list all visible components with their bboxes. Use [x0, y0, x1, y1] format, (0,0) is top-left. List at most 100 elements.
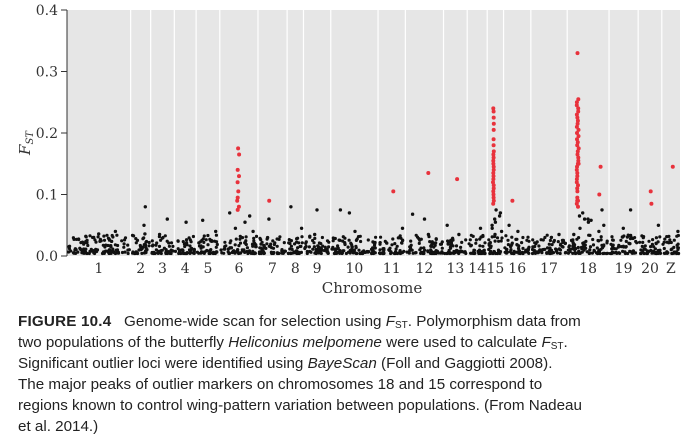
outlier-point [491, 192, 496, 197]
data-point [391, 237, 395, 241]
data-point [223, 247, 227, 251]
data-point [251, 229, 255, 234]
data-point [440, 250, 444, 254]
data-point [229, 246, 234, 250]
data-point [98, 237, 102, 241]
outlier-point [576, 109, 581, 114]
data-point [395, 244, 399, 248]
outlier-point [670, 164, 675, 169]
data-point [295, 251, 299, 256]
x-tick-label: 17 [540, 261, 558, 277]
data-point [208, 249, 212, 253]
outlier-point [574, 177, 579, 182]
outlier-point [236, 204, 241, 209]
data-point [499, 239, 503, 243]
data-point [371, 240, 375, 244]
data-point [540, 251, 544, 255]
data-point [531, 245, 535, 249]
data-point [321, 244, 325, 248]
data-point [602, 223, 606, 227]
data-point [344, 251, 348, 256]
data-point [550, 243, 554, 247]
data-point [591, 237, 595, 242]
data-point [252, 236, 256, 240]
outlier-point [575, 152, 580, 157]
data-point [483, 251, 487, 256]
data-point [493, 232, 497, 237]
outlier-point [491, 164, 496, 169]
outlier-point [391, 189, 396, 194]
outlier-point [237, 174, 241, 179]
caption-fst-symbol: F [541, 334, 551, 351]
data-point [289, 239, 293, 243]
data-point [387, 248, 391, 252]
outlier-point [491, 158, 496, 163]
data-point [240, 236, 245, 240]
data-point [430, 240, 434, 244]
data-point [250, 242, 255, 246]
data-point [619, 238, 623, 242]
data-point [313, 232, 317, 237]
x-tick-label: 18 [579, 261, 597, 277]
data-point [521, 246, 525, 250]
outlier-point [576, 127, 581, 132]
data-point [599, 238, 603, 242]
data-point [640, 244, 644, 248]
data-point [543, 247, 547, 251]
data-point [506, 243, 510, 247]
data-point [120, 250, 125, 255]
data-point [103, 245, 107, 249]
data-point [494, 208, 498, 212]
data-point [210, 251, 214, 255]
data-point [238, 237, 242, 241]
data-point [317, 251, 321, 255]
outlier-point [235, 207, 240, 212]
data-point [673, 251, 677, 255]
outlier-point [575, 118, 580, 123]
caption-text: Genome-wide scan for selection using [124, 313, 386, 330]
data-point [245, 246, 249, 250]
outlier-point [576, 158, 581, 163]
data-point [600, 246, 605, 250]
data-point [500, 236, 504, 240]
data-point [623, 250, 627, 254]
data-point [162, 246, 166, 250]
data-point [540, 248, 544, 252]
data-point [628, 208, 633, 212]
data-point [654, 236, 659, 240]
data-point [157, 232, 162, 237]
data-point [595, 251, 600, 256]
data-point [587, 251, 591, 256]
data-point [661, 242, 665, 246]
outlier-point [491, 137, 496, 142]
data-point [398, 251, 403, 256]
data-point [210, 239, 214, 243]
data-point [304, 240, 308, 244]
data-point [233, 251, 237, 255]
data-point [676, 229, 680, 234]
data-point [422, 217, 427, 221]
data-point [300, 235, 304, 239]
outlier-point [491, 174, 496, 179]
y-tick-label: 0.4 [36, 3, 58, 19]
data-point [201, 218, 205, 222]
data-point [333, 236, 337, 241]
data-point [327, 245, 331, 249]
data-point [591, 243, 596, 247]
data-point [134, 241, 138, 245]
data-point [632, 251, 636, 255]
data-point [464, 238, 468, 242]
data-point [604, 251, 608, 256]
data-point [373, 246, 377, 250]
data-point [676, 247, 680, 251]
data-point [656, 223, 661, 227]
data-point [666, 251, 670, 255]
data-point [109, 250, 113, 254]
data-point [498, 211, 503, 215]
data-point [426, 250, 430, 254]
data-point [219, 248, 223, 252]
data-point [515, 237, 519, 241]
x-tick-label: 2 [136, 261, 145, 277]
data-point [469, 251, 473, 255]
data-point [84, 234, 88, 238]
